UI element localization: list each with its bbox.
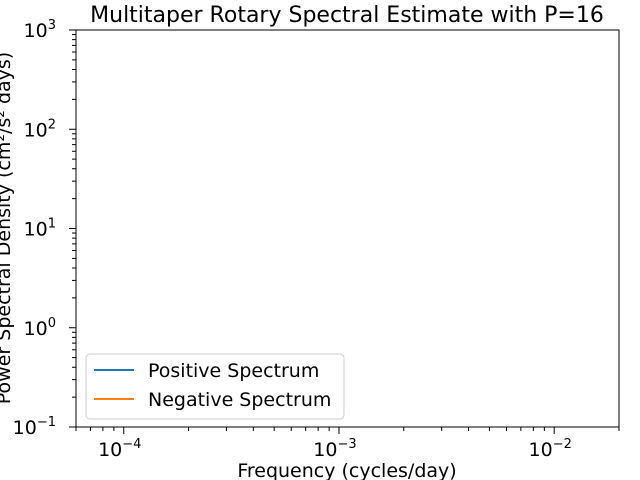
legend: Positive Spectrum Negative Spectrum — [85, 353, 345, 420]
chart-title: Multitaper Rotary Spectral Estimate with… — [90, 3, 604, 28]
legend-box — [85, 353, 345, 420]
y-tick-label: 100 — [24, 316, 56, 340]
x-tick-label: 10−4 — [98, 437, 141, 461]
legend-label-positive: Positive Spectrum — [148, 360, 319, 382]
y-tick-label: 102 — [24, 117, 56, 141]
legend-label-negative: Negative Spectrum — [148, 389, 331, 411]
y-axis-ticks: 10−1 100 101 102 103 — [13, 18, 76, 439]
x-axis-label: Frequency (cycles/day) — [237, 460, 456, 480]
plot-area: 10−4 10−3 10−2 10−1 100 101 102 103 — [13, 18, 620, 461]
y-tick-label: 10−1 — [13, 415, 56, 439]
y-tick-label: 101 — [24, 217, 56, 241]
x-axis-ticks: 10−4 10−3 10−2 — [75, 427, 620, 461]
y-tick-label: 103 — [24, 18, 56, 42]
x-tick-label: 10−2 — [529, 437, 572, 461]
y-axis-label: Power Spectral Density (cm²/s² days) — [0, 52, 15, 404]
x-tick-label: 10−3 — [313, 437, 356, 461]
